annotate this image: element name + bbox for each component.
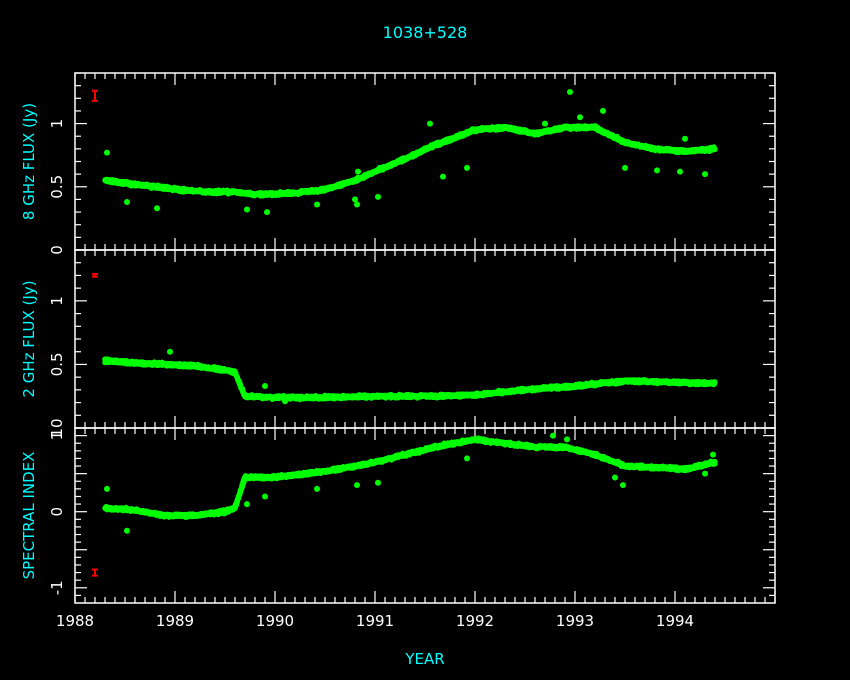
data-point [440,173,446,180]
data-point [622,164,628,171]
data-point [464,164,470,171]
y-tick-label: -1 [48,580,66,595]
y-tick-label: 0.5 [48,352,66,376]
y-tick-label: 1 [48,431,66,441]
data-point [167,348,173,355]
panel-8ghz-flux: 0 0.5 1 8 GHz FLUX (Jy) [20,72,776,255]
y-axis-label: SPECTRAL INDEX [20,452,38,580]
y-tick-label: 0.5 [48,175,66,199]
data-point [577,114,583,121]
data-point [682,135,688,142]
data-point [124,198,130,205]
data-point [104,149,110,156]
y-tick-label: 10 [48,418,66,437]
chart-title: 1038+528 [383,23,468,42]
data-point [282,398,288,405]
data-point [712,146,718,153]
data-point [427,120,433,127]
data-points [102,348,718,405]
y-tick-label: 1 [48,296,66,306]
y-tick-label: 1 [48,119,66,129]
panel-2ghz-flux: 0.5 1 2 GHz FLUX (Jy) [20,249,776,429]
data-point [542,120,548,127]
data-point [600,107,606,114]
data-point [677,168,683,175]
data-point [654,167,660,174]
data-point [711,379,718,385]
y-axis-label: 8 GHz FLUX (Jy) [20,103,38,220]
y-tick-label: 0 [48,245,66,255]
y-tick-label: 0 [48,507,66,517]
data-point [262,383,268,390]
data-point [314,201,320,208]
data-point [702,171,708,178]
data-point [375,193,381,200]
data-point [154,205,160,212]
data-point [244,206,250,213]
x-axis-label: YEAR [404,650,444,668]
data-point [355,168,361,175]
data-point [567,88,573,95]
y-axis-label: 2 GHz FLUX (Jy) [20,280,38,397]
data-point [264,209,270,216]
data-points [102,432,718,534]
data-point [352,196,358,203]
data-points [102,88,718,216]
data-point [354,201,360,208]
